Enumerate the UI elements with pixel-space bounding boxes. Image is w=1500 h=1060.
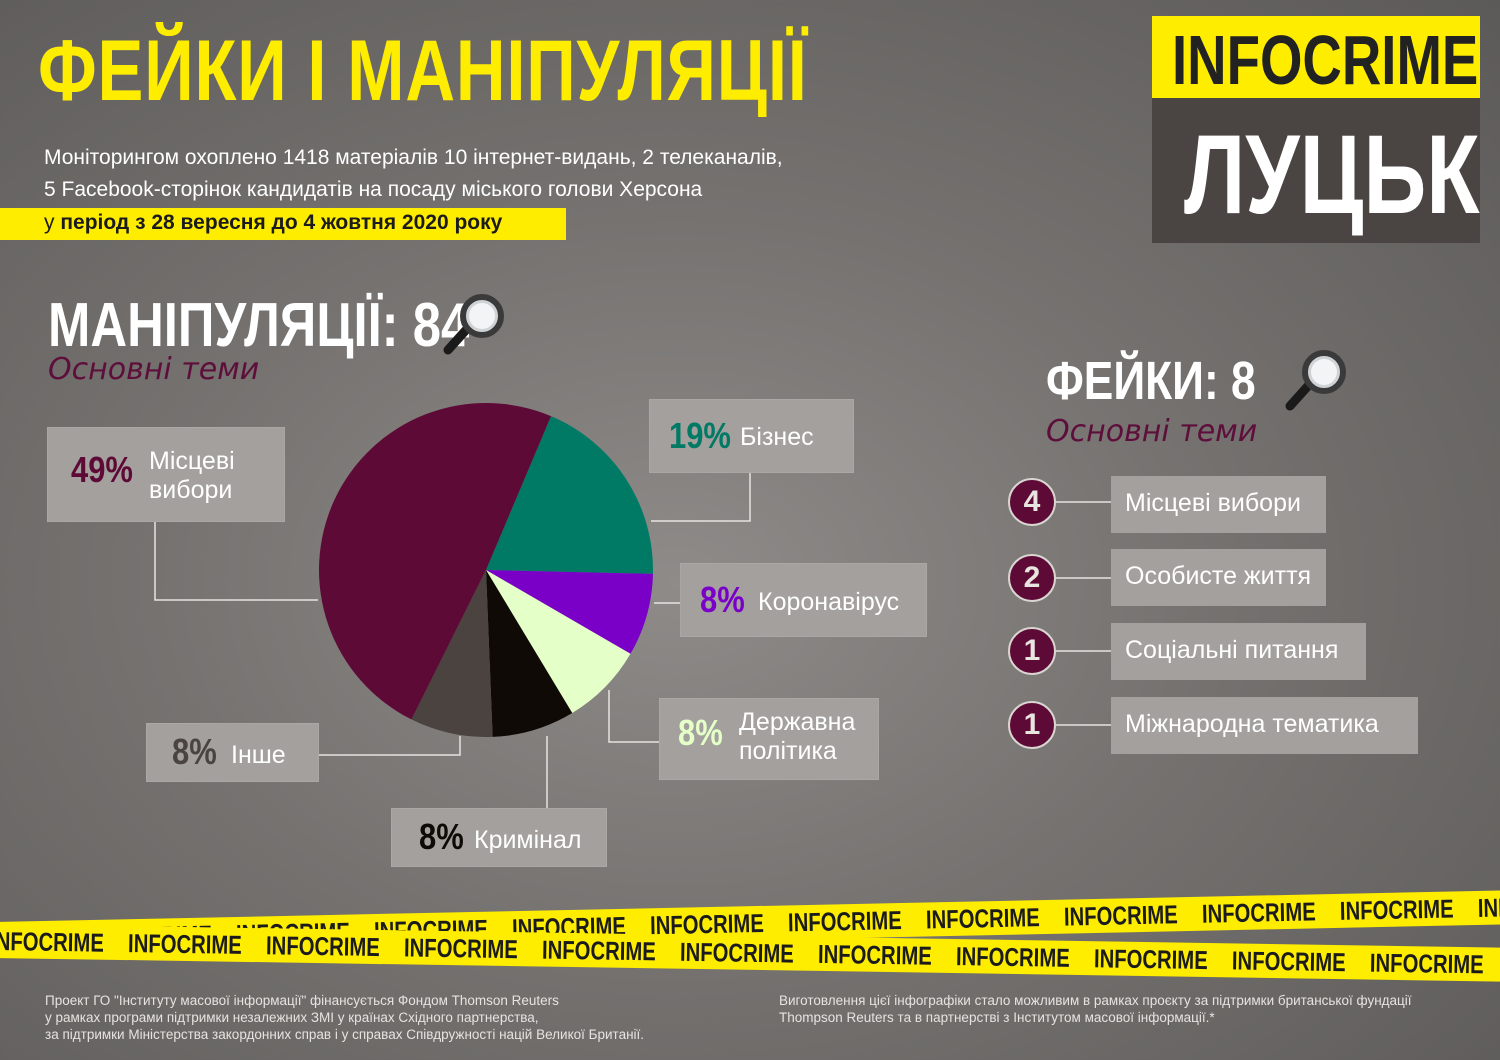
tape-text: INFOCRIME [403, 932, 519, 965]
logo-city: ЛУЦЬК [1152, 98, 1480, 243]
page-title: ФЕЙКИ І МАНІПУЛЯЦІЇ [38, 23, 808, 119]
tape-text: INFOCRIME [127, 928, 243, 960]
tape-text: INFOCRIME [0, 925, 105, 958]
label-other: 8% Інше [146, 723, 319, 782]
tape-text: INFOCRIME [787, 905, 903, 938]
fake-topic-label: Соціальні питання [1125, 636, 1339, 664]
label-business: 19% Бізнес [649, 399, 854, 473]
pie-slice-state-policy [486, 570, 631, 714]
leader-line-state-policy [608, 690, 659, 743]
label-coronavirus-text: Коронавірус [758, 588, 900, 616]
footer-left-line3: за підтримки Міністерства закордонних сп… [45, 1027, 645, 1042]
period-text: у період з 28 вересня до 4 жовтня 2020 р… [44, 211, 502, 235]
footer-right-line1: Виготовлення цієї інфографіки стало можл… [779, 993, 1412, 1008]
fake-topic-label: Міжнародна тематика [1125, 710, 1379, 738]
pie-slices [318, 402, 654, 738]
label-coronavirus: 8% Коронавірус [680, 563, 927, 637]
fakes-heading: ФЕЙКИ: 8 [1046, 351, 1256, 411]
pct-business: 19% [669, 415, 731, 456]
label-state-policy-line2: політика [739, 737, 837, 765]
pie-slice-coronavirus [486, 570, 653, 654]
fake-count-badge: 4 [1008, 478, 1056, 526]
label-local-elections-line2: вибори [149, 476, 233, 504]
pie-slice-local-elections [318, 402, 552, 720]
tape-text: INFOCRIME [1201, 896, 1316, 929]
pct-criminal: 8% [419, 816, 464, 857]
footer-left-line1: Проект ГО "Інституту масової інформації"… [45, 993, 559, 1008]
fake-topic-item: Міжнародна тематика [1111, 697, 1418, 754]
footer-left: Проект ГО "Інституту масової інформації"… [45, 992, 644, 1043]
tape-text: INFOCRIME [1093, 943, 1208, 976]
intro-line-1: Моніторингом охоплено 1418 матеріалів 10… [44, 146, 783, 169]
logo-infocrime: INFOCRIME [1152, 16, 1480, 99]
fake-count-badge: 1 [1008, 627, 1056, 675]
fake-topic-label: Місцеві вибори [1125, 489, 1301, 517]
fake-topic-item: Місцеві вибори [1111, 476, 1326, 533]
label-local-elections-line1: Місцеві [149, 447, 235, 475]
tape-text: INFOCRIME [955, 941, 1070, 973]
fake-count-badge: 1 [1008, 701, 1056, 749]
logo-bottom-text: ЛУЦЬК [1184, 112, 1480, 237]
label-other-text: Інше [231, 741, 286, 769]
fake-topic-item: Особисте життя [1111, 549, 1326, 606]
period-highlight-bar [0, 208, 566, 240]
period-dates: період з 28 вересня до 4 жовтня 2020 рок… [60, 211, 503, 234]
tape-text: INFOCRIME [1369, 947, 1484, 980]
tape-text: INFOCRIME [925, 902, 1041, 935]
logo-top-text: INFOCRIME [1172, 21, 1479, 99]
label-local-elections: 49% Місцеві вибори [47, 427, 285, 522]
period-prefix: у [44, 211, 61, 234]
label-criminal-text: Кримінал [474, 826, 582, 854]
tape-text: INFOCRIME [541, 934, 657, 967]
pie-slice-criminal [486, 570, 573, 737]
footer-left-line2: у рамках програми підтримки незалежних З… [45, 1010, 539, 1025]
magnifier-icon [443, 294, 504, 355]
leader-line-local-elections [154, 522, 318, 601]
leader-line-other [319, 736, 461, 756]
intro-line-2: 5 Facebook-сторінок кандидатів на посаду… [44, 178, 703, 201]
label-state-policy: 8% Державна політика [659, 698, 879, 780]
manipulations-subheading: Основні теми [48, 352, 260, 387]
fake-topic-label: Особисте життя [1125, 562, 1312, 590]
tape-text: INFOCRIME [817, 938, 933, 971]
label-business-text: Бізнес [740, 423, 814, 451]
fake-count-badge: 2 [1008, 554, 1056, 602]
pie-slice-other [411, 570, 493, 738]
pct-coronavirus: 8% [700, 579, 745, 620]
tape-text: INFOCRIME [679, 936, 795, 969]
footer-right-line2: Thompson Reuters та в партнерстві з Інст… [779, 1010, 1215, 1025]
pct-local-elections: 49% [71, 449, 133, 490]
tape-text: INFOCRIME [1339, 893, 1454, 926]
pct-other: 8% [172, 731, 217, 772]
tape-text: INFOCRIME [1477, 890, 1500, 923]
tape-text: INFOCRIME [1063, 899, 1179, 932]
tape-text: INFOCRIME [265, 930, 381, 963]
pct-state-policy: 8% [678, 712, 723, 753]
fake-topic-item: Соціальні питання [1111, 623, 1366, 680]
footer-right: Виготовлення цієї інфографіки стало можл… [779, 992, 1412, 1026]
magnifier-icon [1285, 350, 1346, 411]
manipulations-heading: МАНІПУЛЯЦІЇ: 84 [48, 291, 470, 360]
label-criminal: 8% Кримінал [391, 808, 607, 867]
fakes-subheading: Основні теми [1046, 414, 1258, 449]
label-state-policy-line1: Державна [739, 708, 856, 736]
tape-text: INFOCRIME [1231, 945, 1346, 978]
pie-slice-business [486, 416, 654, 574]
leader-lines [154, 473, 751, 808]
leader-line-business [651, 473, 751, 522]
